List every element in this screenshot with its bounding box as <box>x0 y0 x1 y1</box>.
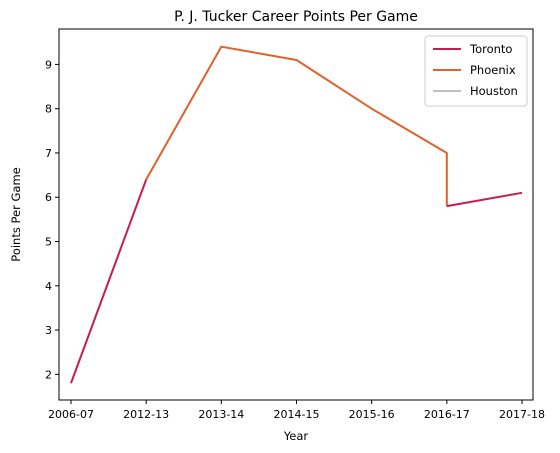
legend-label-toronto: Toronto <box>469 42 512 56</box>
y-tick-label: 6 <box>45 191 52 204</box>
legend-label-houston: Houston <box>470 84 518 98</box>
legend: Toronto Phoenix Houston <box>424 35 528 107</box>
legend-box <box>424 35 528 107</box>
series-line-toronto-2 <box>446 191 523 208</box>
chart-title: P. J. Tucker Career Points Per Game <box>174 9 418 25</box>
y-tick-label: 7 <box>45 147 52 160</box>
x-axis-ticks: 2006-07 2012-13 2013-14 2014-15 2015-16 2016-… <box>48 400 545 421</box>
series-line-phoenix-1 <box>145 45 448 207</box>
x-tick-label: 2006-07 <box>48 408 94 421</box>
x-tick-label: 2016-17 <box>424 408 470 421</box>
y-tick-label: 4 <box>45 280 52 293</box>
y-axis-label: Points Per Game <box>9 167 23 261</box>
x-tick-label: 2017-18 <box>499 408 545 421</box>
series-line-toronto-0 <box>70 179 148 384</box>
y-tick-label: 3 <box>45 324 52 337</box>
x-tick-label: 2012-13 <box>123 408 169 421</box>
x-tick-label: 2015-16 <box>349 408 395 421</box>
y-axis-ticks: 2 3 4 5 6 7 8 9 <box>45 58 59 381</box>
y-tick-label: 8 <box>45 103 52 116</box>
x-tick-label: 2013-14 <box>198 408 244 421</box>
x-tick-label: 2014-15 <box>274 408 320 421</box>
y-tick-label: 5 <box>45 236 52 249</box>
plot-lines <box>70 45 523 384</box>
legend-label-phoenix: Phoenix <box>470 63 516 77</box>
y-tick-label: 9 <box>45 58 52 71</box>
y-tick-label: 2 <box>45 368 52 381</box>
x-axis-label: Year <box>283 429 309 443</box>
